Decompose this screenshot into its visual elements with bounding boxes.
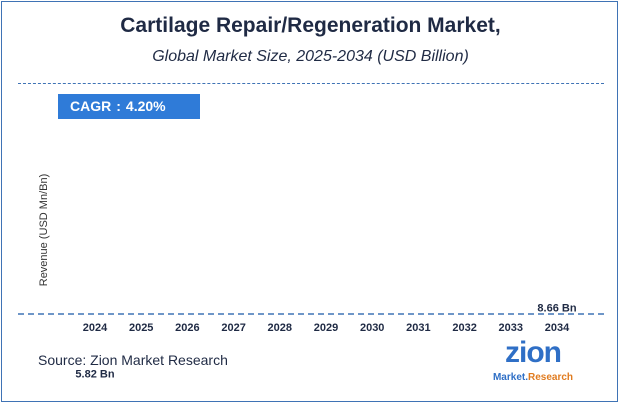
x-tick-label: 2029 xyxy=(314,322,338,334)
cagr-badge: CAGR:4.20% xyxy=(58,94,200,119)
x-tick-label: 2031 xyxy=(406,322,430,334)
logo-subtext: Market.Research xyxy=(490,372,576,383)
source-note: Source: Zion Market Research xyxy=(38,352,228,368)
cagr-separator: : xyxy=(116,98,121,114)
x-tick-label: 2030 xyxy=(360,322,384,334)
logo-sub-left: Market. xyxy=(492,372,528,383)
logo-wordmark: zion xyxy=(505,336,562,369)
data-label: 8.66 Bn xyxy=(537,303,576,315)
data-label: 5.82 Bn xyxy=(75,368,114,380)
x-tick-label: 2026 xyxy=(175,322,199,334)
x-tick-label: 2027 xyxy=(221,322,245,334)
x-tick-label: 2033 xyxy=(499,322,523,334)
logo-sub-right: Research xyxy=(527,372,574,383)
x-tick-label: 2028 xyxy=(268,322,292,334)
x-tick-label: 2034 xyxy=(545,322,570,334)
cagr-label: CAGR xyxy=(70,98,112,114)
x-tick-label: 2032 xyxy=(452,322,476,334)
title-divider xyxy=(18,83,604,84)
chart-title: Cartilage Repair/Regeneration Market, xyxy=(120,14,501,37)
cagr-value: 4.20% xyxy=(125,98,166,114)
x-tick-label: 2024 xyxy=(83,322,108,334)
zion-logo: zion Market.Research xyxy=(490,336,576,388)
x-tick-label: 2025 xyxy=(129,322,153,334)
chart-subtitle: Global Market Size, 2025-2034 (USD Billi… xyxy=(152,48,469,65)
